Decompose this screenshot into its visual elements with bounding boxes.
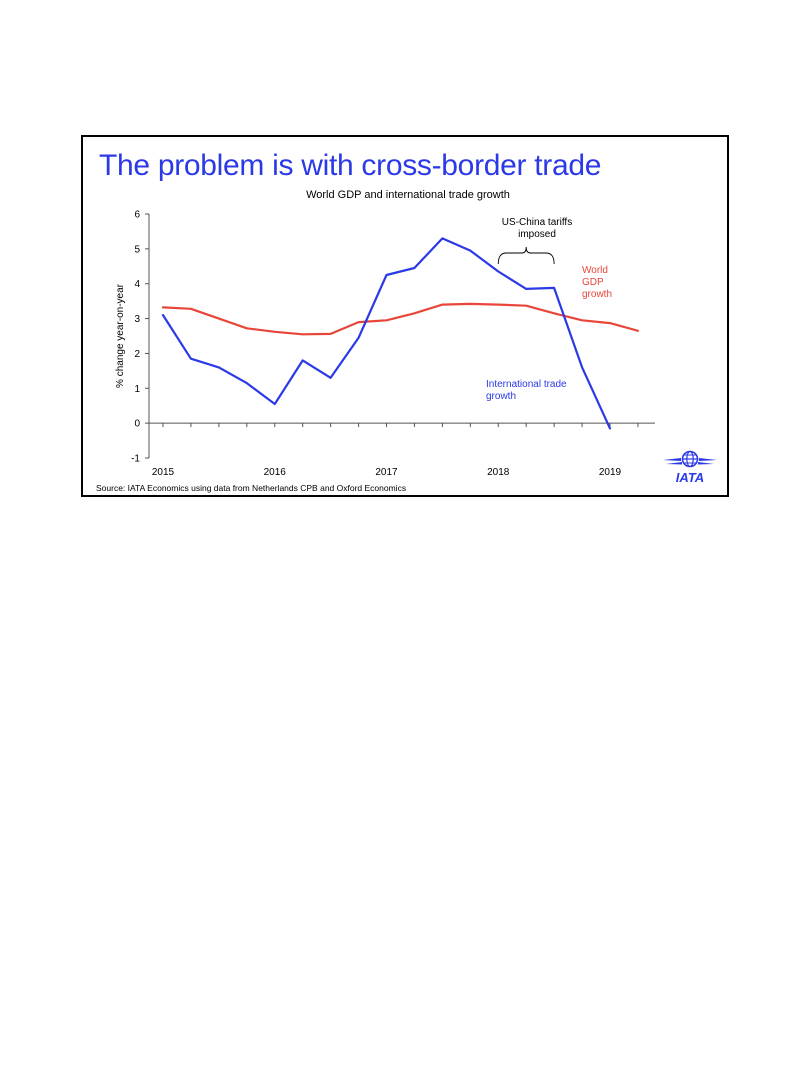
- y-tick-label: 2: [134, 349, 140, 360]
- annotations: International tradegrowthWorldGDPgrowthU…: [486, 217, 612, 402]
- iata-logo: IATA: [663, 450, 717, 485]
- series-line-world-gdp-growth: [161, 302, 640, 336]
- y-tick-label: 0: [134, 419, 140, 430]
- y-tick-label: -1: [131, 454, 140, 465]
- x-tick-label: 2019: [599, 467, 622, 478]
- y-tick-label: 1: [134, 384, 140, 395]
- annotation-gdp-line: GDP: [582, 277, 604, 288]
- logo-wordmark: IATA: [676, 470, 704, 485]
- y-tick-label: 4: [134, 279, 140, 290]
- annotation-gdp-line: growth: [582, 289, 612, 300]
- x-tick-label: 2018: [487, 467, 510, 478]
- annotation-tariffs-line: US-China tariffs: [502, 217, 572, 228]
- axes: -1 0 1 2 3 4 5 6 2015 2016 2017 2018 2019: [131, 210, 655, 478]
- y-tick-label: 3: [134, 314, 140, 325]
- x-tick-label: 2017: [375, 467, 398, 478]
- y-tick-label: 6: [134, 210, 140, 221]
- annotation-gdp-line: World: [582, 265, 608, 276]
- y-axis-label: % change year-on-year: [115, 283, 126, 388]
- annotation-trade-line: International trade: [486, 379, 567, 390]
- y-tick-label: 5: [134, 244, 140, 255]
- line-chart: World GDP and international trade growth…: [115, 189, 655, 478]
- tariff-bracket: [497, 246, 555, 265]
- chart-slide: The problem is with cross-border trade W…: [81, 135, 729, 497]
- chart-title: World GDP and international trade growth: [306, 189, 510, 201]
- x-tick-label: 2016: [264, 467, 287, 478]
- plot-area: [161, 237, 640, 430]
- series-line-international-trade-growth: [161, 237, 612, 430]
- annotation-tariffs-line: imposed: [518, 229, 556, 240]
- x-tick-label: 2015: [152, 467, 175, 478]
- slide-title: The problem is with cross-border trade: [99, 149, 602, 182]
- annotation-trade-line: growth: [486, 391, 516, 402]
- source-note: Source: IATA Economics using data from N…: [96, 483, 407, 493]
